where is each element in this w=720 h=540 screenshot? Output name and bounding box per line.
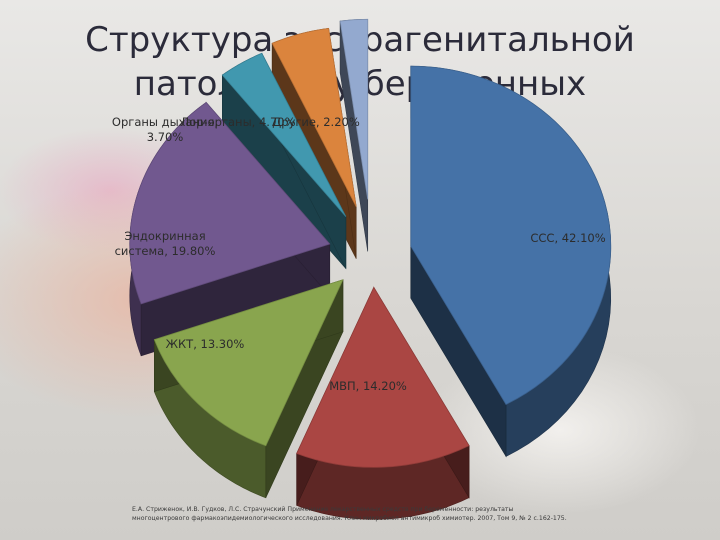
pie-slice-4 [129, 101, 331, 305]
pie-slice-1 [410, 65, 612, 405]
data-label-7: Другие, 2.20% [272, 115, 360, 129]
pie-top-layer [129, 18, 612, 468]
pie-slice-5 [221, 52, 347, 217]
pie-slice-6 [271, 27, 357, 207]
pie-slice-7 [339, 18, 369, 200]
data-label-4: Эндокринная система, 19.80% [115, 229, 216, 258]
data-label-5: Органы дыхания, 3.70% [112, 115, 218, 144]
data-label-6: Лор-органы, 4.70% [181, 115, 296, 129]
data-label-1: ССС, 42.10% [530, 231, 605, 245]
pie-label-layer: ССС, 42.10% МВП, 14.20% ЖКТ, 13.30% Эндокри… [112, 115, 606, 393]
source-footnote: Е.А. Стриженок, И.В. Гудков, Л.С. Страчу… [132, 506, 567, 522]
pie-slice-2 [296, 286, 470, 468]
data-label-3: ЖКТ, 13.30% [166, 337, 245, 351]
data-label-2: МВП, 14.20% [329, 379, 407, 393]
pie-slice-3 [153, 279, 344, 447]
